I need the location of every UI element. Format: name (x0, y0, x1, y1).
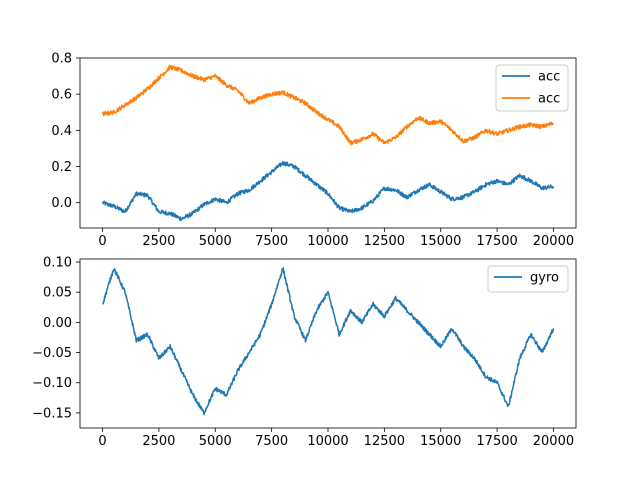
x-tick-label: 17500 (476, 234, 517, 249)
x-tick-label: 12500 (364, 434, 405, 449)
y-tick-label: 0.6 (51, 88, 72, 103)
y-tick-label: 0.4 (51, 124, 72, 139)
gyro-plot: 0 2500 5000 7500 10000 12500 15000 17500 20000 −0… (32, 256, 577, 449)
x-tick-label: 10000 (307, 234, 348, 249)
x-tick-label: 15000 (420, 434, 461, 449)
x-tick-label: 7500 (255, 434, 288, 449)
legend-label: gyro (530, 271, 559, 286)
y-tick-label: 0.8 (51, 52, 72, 67)
legend-label: acc (538, 92, 560, 107)
x-tick-label: 0 (98, 234, 106, 249)
x-tick-label: 20000 (533, 434, 574, 449)
x-tick-label: 12500 (364, 234, 405, 249)
x-tick-label: 5000 (199, 234, 232, 249)
y-tick-label: −0.05 (32, 346, 72, 361)
x-tick-label: 7500 (255, 234, 288, 249)
x-tick-label: 2500 (142, 234, 175, 249)
x-tick-label: 15000 (420, 234, 461, 249)
x-tick-label: 17500 (476, 434, 517, 449)
series-line-gyro (101, 267, 555, 416)
y-tick-label: −0.15 (32, 406, 72, 421)
series-line-acc (101, 160, 555, 222)
x-tick-label: 2500 (142, 434, 175, 449)
x-tick-label: 20000 (533, 234, 574, 249)
x-tick-label: 0 (98, 434, 106, 449)
series-line-acc (101, 64, 554, 146)
y-tick-label: 0.2 (51, 160, 72, 175)
y-tick-label: 0.0 (51, 196, 72, 211)
y-tick-label: −0.10 (32, 376, 72, 391)
y-tick-label: 0.10 (43, 256, 72, 271)
legend-label: acc (538, 70, 560, 85)
acc-plot: 0 2500 5000 7500 10000 12500 15000 17500 20000 0.… (51, 52, 577, 249)
y-tick-label: 0.00 (43, 316, 72, 331)
y-tick-label: 0.05 (43, 286, 72, 301)
x-tick-label: 5000 (199, 434, 232, 449)
legend-box (487, 265, 569, 293)
x-tick-label: 10000 (307, 434, 348, 449)
